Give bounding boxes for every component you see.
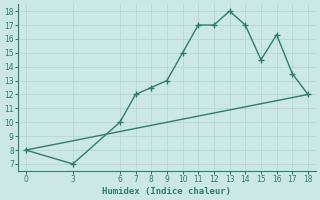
X-axis label: Humidex (Indice chaleur): Humidex (Indice chaleur): [102, 187, 231, 196]
